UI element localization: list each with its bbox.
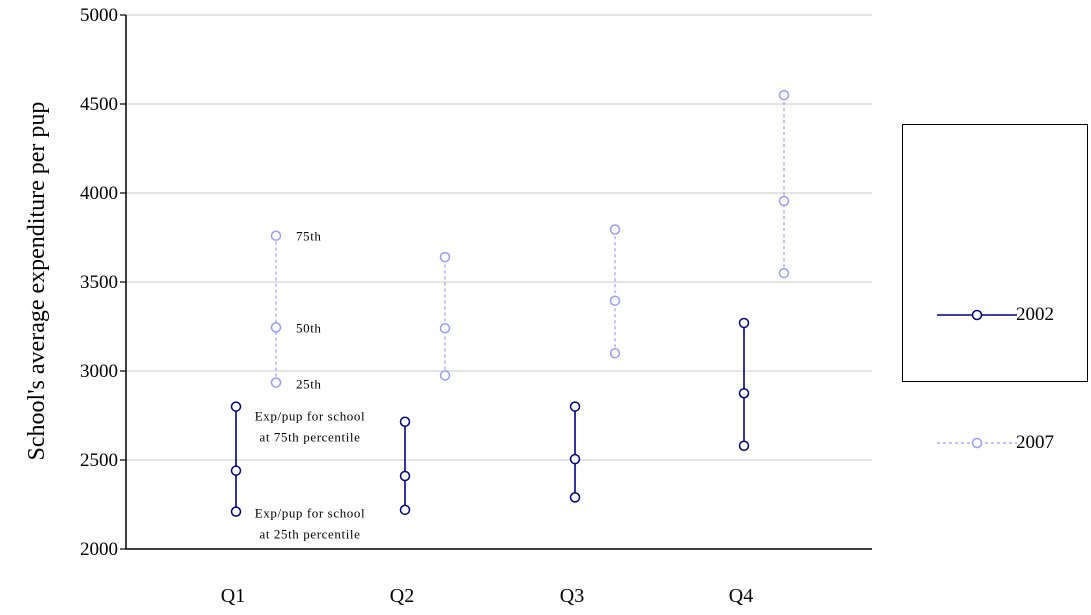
legend-label-2002: 2002 — [1016, 304, 1054, 325]
annotation-25th-percentile-line2: at 25th percentile — [259, 527, 360, 542]
point-2002-Q2-p75 — [399, 416, 411, 427]
point-2002-Q3-p50 — [569, 453, 581, 465]
legend-swatch-2002 — [937, 309, 1017, 321]
point-2002-Q2-p25 — [399, 504, 411, 516]
point-2002-Q4-p50 — [738, 388, 750, 399]
x-tick-label-Q2: Q2 — [390, 585, 414, 607]
point-2007-Q4-p25 — [778, 267, 790, 279]
annotation-25th-percentile-line1: Exp/pup for school — [255, 506, 365, 521]
x-tick-labels: Q1 Q2 Q3 Q4 — [221, 585, 753, 607]
legend: 2002 2007 — [902, 124, 1089, 453]
point-2002-Q1-p50 — [230, 465, 242, 476]
data-series — [230, 89, 790, 517]
point-2002-Q3-p25 — [569, 492, 581, 503]
point-2007-Q3-p50 — [609, 295, 621, 306]
annotation-25th: 25th — [296, 377, 322, 392]
point-2002-Q3-p75 — [569, 401, 581, 412]
point-2007-Q2-p25 — [439, 370, 451, 381]
y-tick-label-2000: 2000 — [80, 539, 118, 560]
point-2007-Q4-p75 — [778, 89, 790, 101]
series-2002 — [230, 317, 750, 517]
point-2007-Q2-p50 — [439, 323, 451, 334]
point-2007-Q1-p50 — [270, 322, 282, 333]
annotation-50th: 50th — [296, 320, 322, 335]
annotation-75th-percentile-line1: Exp/pup for school — [255, 409, 365, 424]
y-tick-label-4000: 4000 — [80, 183, 118, 204]
legend-item-2007: 2007 — [903, 431, 1089, 455]
annotation-75th: 75th — [296, 229, 322, 244]
legend-label-2007: 2007 — [1016, 432, 1054, 453]
y-tick-label-2500: 2500 — [80, 450, 118, 471]
x-tick-label-Q3: Q3 — [560, 585, 584, 607]
legend-item-2002: 2002 — [903, 303, 1089, 327]
point-2002-Q4-p25 — [738, 440, 750, 452]
point-2007-Q3-p25 — [609, 347, 621, 359]
y-tick-label-4500: 4500 — [80, 94, 118, 115]
point-2002-Q4-p75 — [738, 317, 750, 329]
point-2007-Q3-p75 — [609, 224, 621, 235]
point-2007-Q1-p25 — [270, 377, 282, 388]
point-2007-Q4-p50 — [778, 195, 790, 207]
point-2002-Q1-p25 — [230, 506, 242, 517]
point-2002-Q1-p75 — [230, 401, 242, 412]
gridlines — [126, 14, 872, 461]
point-2007-Q2-p75 — [439, 251, 451, 263]
y-tick-labels: 2000 2500 3000 3500 4000 4500 5000 — [80, 5, 118, 560]
y-tick-label-3000: 3000 — [80, 361, 118, 382]
y-tick-label-5000: 5000 — [80, 5, 118, 26]
point-2002-Q2-p50 — [399, 470, 411, 482]
annotations: 75th 50th 25th Exp/pup for school at 75th pe… — [255, 229, 365, 542]
legend-swatch-2007 — [937, 437, 1017, 449]
y-axis-label: School's average expenditure per pup — [24, 102, 50, 461]
series-2007 — [270, 89, 790, 388]
axes — [120, 14, 872, 550]
annotation-75th-percentile-line2: at 75th percentile — [259, 430, 360, 445]
x-tick-label-Q1: Q1 — [221, 585, 245, 607]
x-tick-label-Q4: Q4 — [729, 585, 753, 607]
point-2007-Q1-p75 — [270, 230, 282, 241]
y-tick-label-3500: 3500 — [80, 272, 118, 293]
